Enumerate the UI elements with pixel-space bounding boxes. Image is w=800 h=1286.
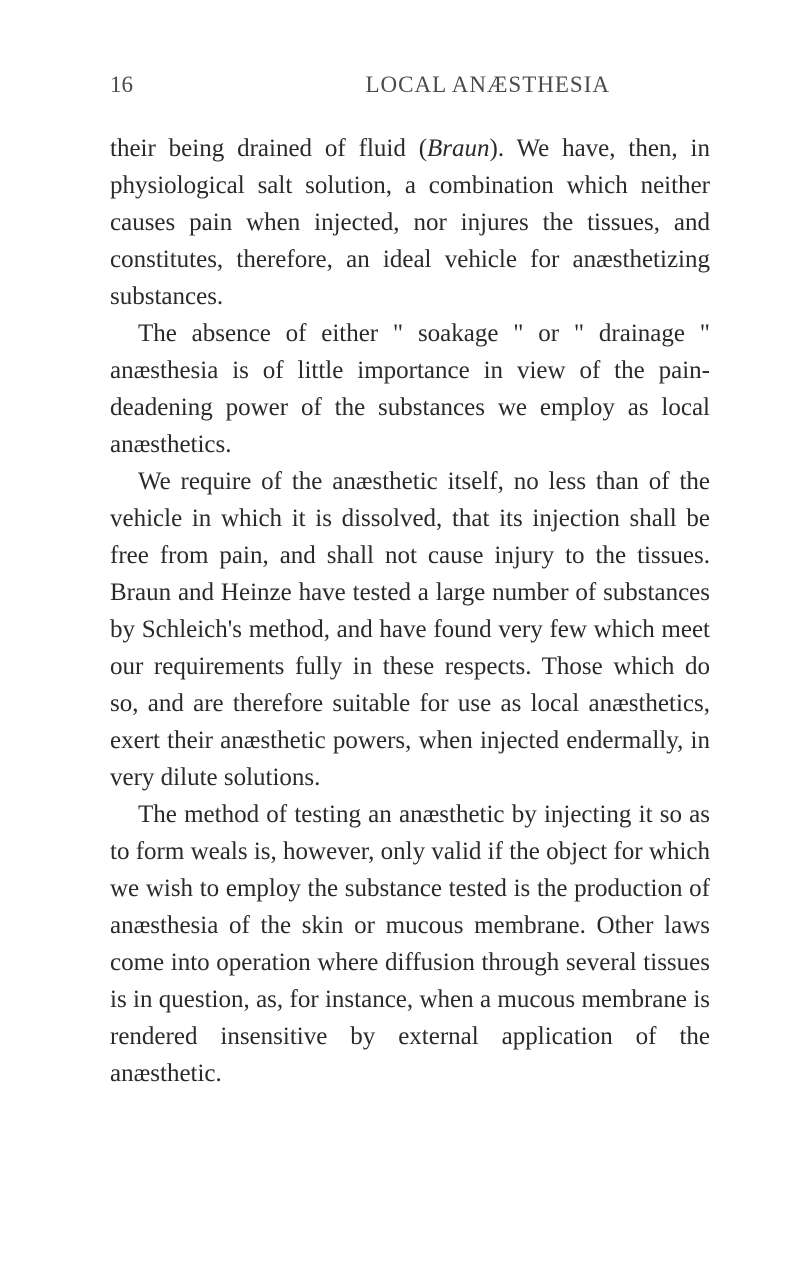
paragraph-2: The absence of either " soakage " or " d… <box>110 315 710 463</box>
page-header: 16 LOCAL ANÆSTHESIA <box>110 72 710 98</box>
header-title: LOCAL ANÆSTHESIA <box>365 72 610 98</box>
body-text: their being drained of fluid (Braun). We… <box>110 130 710 1092</box>
paragraph-1-start: their being drained of fluid ( <box>110 135 427 162</box>
page-number: 16 <box>110 72 133 98</box>
paragraph-3: We require of the anæsthetic itself, no … <box>110 463 710 796</box>
paragraph-1: their being drained of fluid (Braun). We… <box>110 130 710 315</box>
paragraph-4: The method of testing an anæsthetic by i… <box>110 796 710 1092</box>
paragraph-1-italic: Braun <box>427 135 490 162</box>
